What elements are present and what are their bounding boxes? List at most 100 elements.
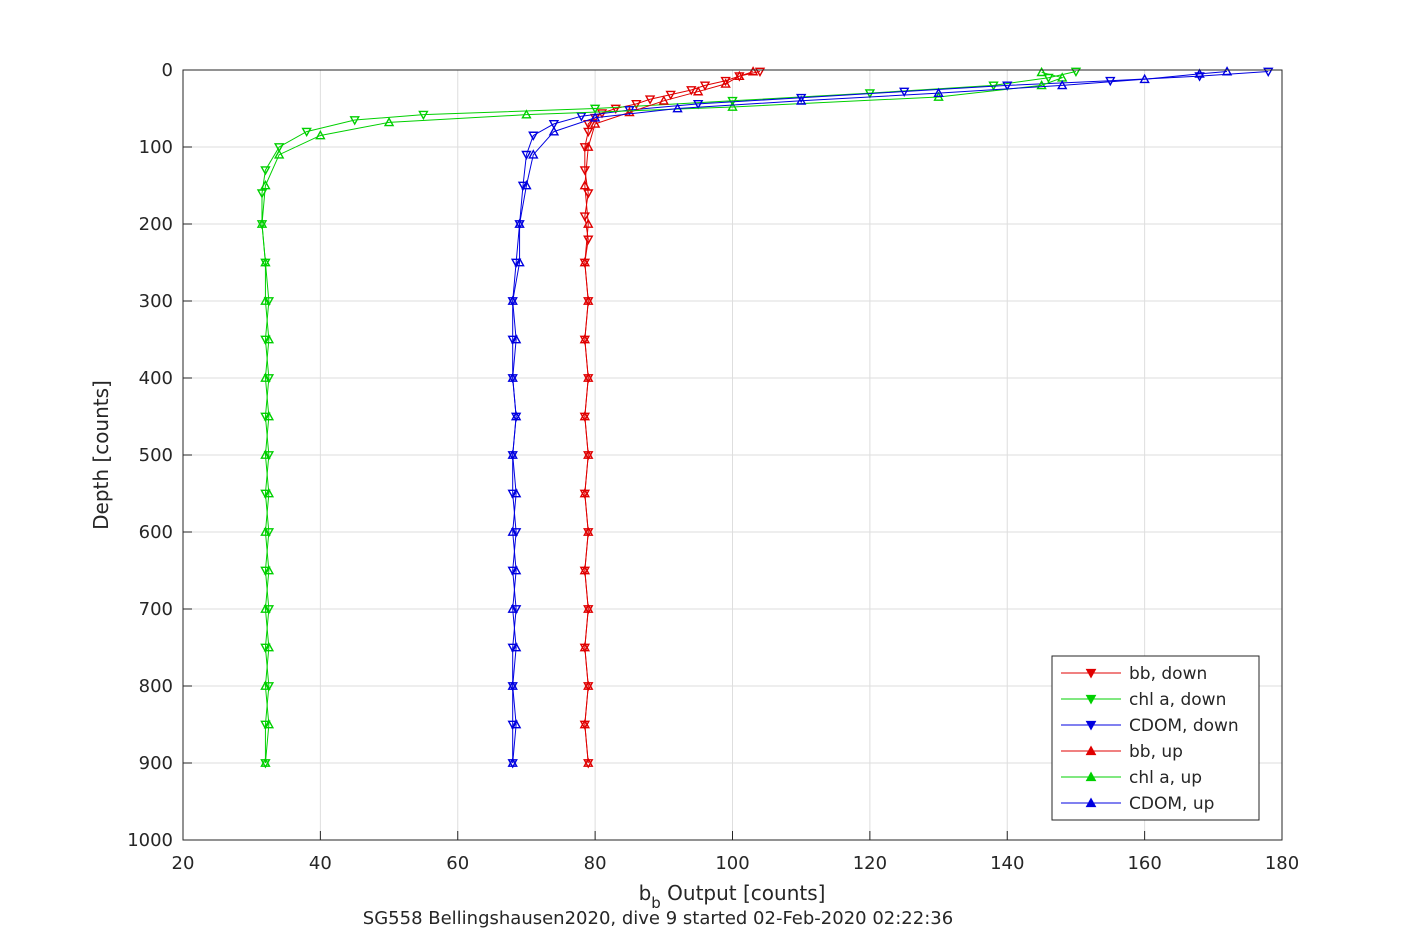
- data-point: [727, 101, 738, 111]
- y-axis-label: Depth [counts]: [89, 380, 113, 530]
- data-point: [579, 212, 591, 222]
- y-tick-label: 1000: [127, 830, 173, 851]
- data-point: [263, 411, 275, 421]
- data-point: [301, 127, 312, 138]
- data-point: [507, 372, 518, 382]
- data-point: [589, 118, 601, 128]
- series-line: [584, 71, 754, 764]
- series-3: [579, 66, 759, 767]
- data-point: [631, 99, 642, 110]
- data-point: [263, 451, 275, 461]
- legend: bb, down chl a, down CDOM, down bb, up chl a…: [1051, 655, 1260, 821]
- legend-entry: chl a, down: [1129, 690, 1226, 710]
- y-tick-label: 900: [139, 753, 173, 774]
- data-point: [548, 126, 560, 136]
- data-point: [349, 116, 360, 126]
- data-point: [260, 295, 271, 305]
- data-point: [260, 603, 271, 613]
- y-tick-label: 600: [139, 522, 173, 543]
- data-point: [583, 680, 594, 690]
- data-point: [583, 218, 594, 228]
- data-point: [579, 180, 591, 190]
- data-point: [260, 566, 271, 576]
- data-point: [521, 109, 532, 119]
- data-point: [734, 70, 745, 81]
- x-tick-label: 60: [446, 853, 469, 874]
- y-tick-label: 700: [139, 599, 173, 620]
- x-axis-label-main: b: [639, 881, 652, 905]
- data-point: [507, 680, 518, 690]
- y-tick-label: 0: [162, 60, 173, 81]
- data-point: [510, 605, 522, 615]
- data-point: [795, 95, 807, 105]
- data-point: [1036, 79, 1047, 90]
- data-point: [1221, 66, 1233, 76]
- data-point: [933, 87, 944, 97]
- data-point: [263, 719, 275, 729]
- data-point: [507, 566, 518, 576]
- data-point: [260, 757, 271, 767]
- data-point: [528, 149, 539, 159]
- x-tick-label: 180: [1265, 853, 1299, 874]
- series-layer: [256, 66, 1274, 769]
- legend-entry: chl a, up: [1129, 768, 1202, 788]
- data-point: [583, 120, 594, 130]
- legend-marker: [1085, 745, 1097, 756]
- data-point: [579, 642, 591, 652]
- data-point: [1070, 67, 1082, 77]
- data-point: [510, 488, 522, 498]
- x-axis-label-rest: Output [counts]: [661, 881, 826, 905]
- legend-marker: [1085, 797, 1097, 808]
- data-point: [583, 189, 594, 199]
- data-point: [263, 334, 275, 344]
- legend-entry: bb, up: [1129, 742, 1183, 762]
- data-point: [699, 81, 711, 91]
- data-point: [692, 99, 704, 110]
- data-point: [260, 166, 271, 176]
- data-point: [899, 87, 910, 98]
- data-point: [260, 489, 271, 499]
- data-point: [273, 143, 285, 153]
- data-point: [260, 372, 271, 382]
- data-point: [263, 374, 275, 384]
- data-point: [507, 295, 518, 305]
- data-point: [1002, 81, 1013, 91]
- data-point: [754, 67, 766, 77]
- x-axis-label: bb Output [counts]: [639, 881, 826, 912]
- y-tick-label: 800: [139, 676, 173, 697]
- data-point: [686, 86, 697, 96]
- data-point: [579, 143, 591, 153]
- data-point: [795, 93, 807, 104]
- series-5: [507, 66, 1233, 767]
- data-point: [579, 166, 591, 176]
- data-point: [260, 257, 271, 267]
- data-point: [507, 526, 518, 536]
- data-point: [1036, 66, 1047, 77]
- data-point: [548, 120, 560, 130]
- data-point: [1263, 67, 1274, 77]
- data-point: [583, 757, 594, 767]
- data-point: [583, 526, 594, 536]
- data-point: [263, 528, 275, 538]
- series-line: [261, 71, 1064, 764]
- data-point: [579, 719, 591, 729]
- y-tick-label: 200: [139, 214, 173, 235]
- legend-entry: CDOM, up: [1129, 794, 1214, 814]
- legend-entry: bb, down: [1129, 664, 1207, 684]
- data-point: [610, 104, 621, 114]
- data-point: [579, 488, 591, 498]
- data-point: [507, 489, 518, 499]
- data-point: [263, 642, 275, 652]
- data-point: [510, 565, 522, 575]
- data-point: [583, 603, 594, 613]
- x-tick-label: 120: [853, 853, 887, 874]
- data-point: [510, 334, 522, 344]
- y-tick-label: 100: [139, 137, 173, 158]
- data-point: [315, 130, 326, 140]
- data-point: [263, 682, 275, 692]
- data-point: [583, 141, 594, 151]
- data-point: [507, 757, 518, 767]
- data-point: [260, 720, 271, 730]
- data-point: [260, 680, 271, 690]
